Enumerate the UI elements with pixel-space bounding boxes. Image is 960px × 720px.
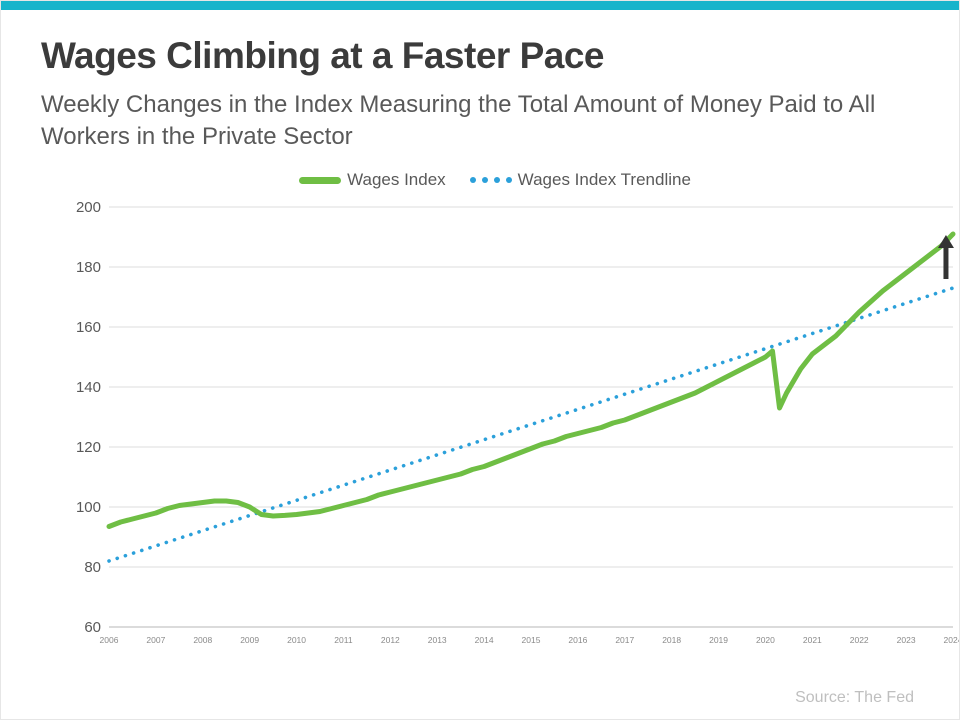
svg-text:180: 180 <box>76 259 101 276</box>
content-area: Wages Climbing at a Faster Pace Weekly C… <box>1 10 959 666</box>
svg-text:2008: 2008 <box>193 635 212 645</box>
chart-legend: Wages Index Wages Index Trendline <box>71 169 919 191</box>
svg-text:2018: 2018 <box>662 635 681 645</box>
wages-line-chart: 60 80 100 120 140 160 180 200 2006 2007 2008 2009 20… <box>76 199 960 645</box>
svg-text:2016: 2016 <box>568 635 587 645</box>
svg-text:100: 100 <box>76 499 101 516</box>
svg-text:2023: 2023 <box>897 635 916 645</box>
svg-text:2010: 2010 <box>287 635 306 645</box>
legend-label-trendline: Wages Index Trendline <box>517 170 691 190</box>
svg-text:60: 60 <box>84 619 101 636</box>
svg-text:2014: 2014 <box>475 635 494 645</box>
legend-item-wages-index: Wages Index <box>299 170 446 190</box>
legend-item-trendline: Wages Index Trendline <box>469 170 691 190</box>
accent-top-bar <box>1 1 959 10</box>
svg-text:2006: 2006 <box>100 635 119 645</box>
svg-text:2012: 2012 <box>381 635 400 645</box>
svg-text:200: 200 <box>76 199 101 216</box>
wages-line-swatch-icon <box>299 176 342 184</box>
svg-text:2020: 2020 <box>756 635 775 645</box>
source-attribution: Source: The Fed <box>795 689 914 706</box>
svg-text:2022: 2022 <box>850 635 869 645</box>
svg-text:2019: 2019 <box>709 635 728 645</box>
svg-text:2007: 2007 <box>146 635 165 645</box>
svg-text:2009: 2009 <box>240 635 259 645</box>
svg-text:120: 120 <box>76 439 101 456</box>
chart-area: Wages Index Wages Index Trendline 60 80 10… <box>41 169 959 666</box>
svg-text:2013: 2013 <box>428 635 447 645</box>
legend-label-wages-index: Wages Index <box>347 170 446 190</box>
page-title: Wages Climbing at a Faster Pace <box>41 35 605 76</box>
svg-text:2024: 2024 <box>944 635 960 645</box>
svg-text:160: 160 <box>76 319 101 336</box>
trendline-dots-swatch-icon <box>469 177 512 184</box>
svg-text:2017: 2017 <box>615 635 634 645</box>
svg-text:140: 140 <box>76 379 101 396</box>
svg-text:2015: 2015 <box>522 635 541 645</box>
svg-text:2021: 2021 <box>803 635 822 645</box>
svg-text:80: 80 <box>84 559 101 576</box>
page-subtitle: Weekly Changes in the Index Measuring th… <box>41 90 876 151</box>
svg-text:2011: 2011 <box>334 635 353 645</box>
